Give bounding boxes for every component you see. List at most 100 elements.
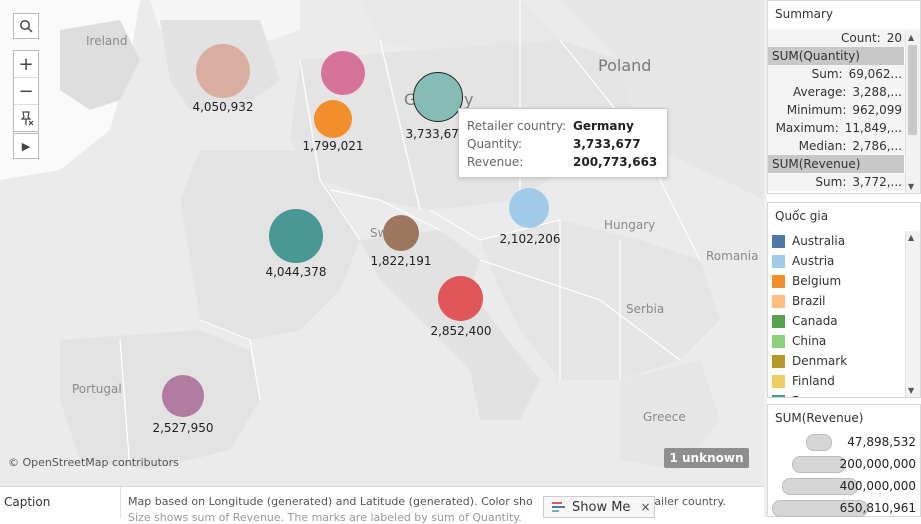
map-search-button[interactable] xyxy=(13,13,39,39)
legend-label: Brazil xyxy=(792,294,826,308)
legend-item[interactable]: Brazil xyxy=(768,291,920,311)
sidebar-divider xyxy=(764,0,767,517)
summary-value: 3,288,... xyxy=(852,85,902,99)
summary-revenue-header: SUM(Revenue) xyxy=(768,155,904,173)
legend-item[interactable]: Canada xyxy=(768,311,920,331)
summary-key: Maximum: xyxy=(775,121,839,135)
caption-text-tail: tailer country. xyxy=(650,495,726,508)
legend-item[interactable]: Finland xyxy=(768,371,920,391)
scroll-up-icon[interactable]: ▲ xyxy=(908,233,915,242)
legend-scrollbar[interactable]: ▲ ▼ xyxy=(905,231,920,397)
size-legend-item[interactable]: 200,000,000 xyxy=(768,453,920,475)
map-attribution[interactable]: © OpenStreetMap contributors xyxy=(8,456,179,469)
zoom-out-button[interactable]: − xyxy=(14,78,38,105)
tooltip-key: Quantity: xyxy=(467,137,523,151)
bubble-label-france: 4,044,378 xyxy=(265,265,327,279)
bubble-france[interactable] xyxy=(269,209,323,263)
summary-row: Minimum: 962,099 xyxy=(768,101,920,119)
bubble-label-germany: 3,733,677 xyxy=(405,127,467,141)
zoom-in-button[interactable]: + xyxy=(14,51,38,78)
legend-swatch xyxy=(772,354,785,368)
summary-row: Median: 2,786,... xyxy=(768,137,920,155)
summary-panel: Summary Count: 20 SUM(Quantity) Sum: 69,06… xyxy=(767,0,921,194)
summary-title: Summary xyxy=(775,7,833,21)
scroll-thumb[interactable] xyxy=(908,45,917,135)
legend-item[interactable]: Australia xyxy=(768,231,920,251)
legend-item[interactable]: Denmark xyxy=(768,351,920,371)
size-legend-shape xyxy=(806,434,832,451)
summary-key: Sum: xyxy=(811,67,843,81)
country-label-greece: Greece xyxy=(643,410,686,424)
legend-swatch xyxy=(772,394,785,397)
bubble-label-italy: 2,852,400 xyxy=(430,324,492,338)
tooltip-value: Germany xyxy=(573,119,634,133)
expand-toolbar-button[interactable]: ▶ xyxy=(13,133,39,159)
legend-swatch xyxy=(772,334,785,348)
summary-value: 69,062... xyxy=(848,67,902,81)
size-legend-panel: SUM(Revenue) 47,898,532 200,000,000 400,… xyxy=(767,404,921,517)
summary-row: Maximum: 11,849,... xyxy=(768,119,920,137)
map-background xyxy=(0,0,701,471)
caption-text: Map based on Longitude (generated) and L… xyxy=(128,495,533,508)
summary-key: Average: xyxy=(793,85,847,99)
bubble-belgium[interactable] xyxy=(314,100,352,138)
tooltip-row-revenue: Revenue: 200,773,663 xyxy=(467,153,659,171)
bubble-label-belgium: 1,799,021 xyxy=(302,139,364,153)
legend-swatch xyxy=(772,274,785,288)
summary-value: 20 xyxy=(886,31,902,45)
summary-key: Sum: xyxy=(815,175,847,189)
search-icon xyxy=(20,20,33,33)
scroll-up-icon[interactable]: ▲ xyxy=(908,33,915,42)
caption-title: Caption xyxy=(4,495,51,509)
tooltip-value: 200,773,663 xyxy=(573,155,658,169)
tooltip-row-country: Retailer country: Germany xyxy=(467,117,659,135)
legend-label: Denmark xyxy=(792,354,848,368)
bubble-austria[interactable] xyxy=(509,188,549,228)
scroll-down-icon[interactable]: ▼ xyxy=(908,182,915,191)
size-legend-item[interactable]: 47,898,532 xyxy=(768,431,920,453)
tooltip-key: Retailer country: xyxy=(467,119,567,133)
bubble-italy[interactable] xyxy=(438,276,483,321)
size-legend-title: SUM(Revenue) xyxy=(775,411,864,425)
size-legend-label: 200,000,000 xyxy=(839,457,916,471)
legend-label: China xyxy=(792,334,827,348)
scroll-down-icon[interactable]: ▼ xyxy=(908,386,915,395)
summary-value: 3,772,... xyxy=(852,175,902,189)
legend-item[interactable]: Belgium xyxy=(768,271,920,291)
legend-swatch xyxy=(772,294,785,308)
legend-label: Canada xyxy=(792,314,838,328)
legend-swatch xyxy=(772,254,785,268)
country-label-portugal: Portugal xyxy=(72,382,122,396)
legend-label: F xyxy=(792,394,799,397)
summary-row: Sum: 3,772,... xyxy=(768,173,920,191)
close-icon[interactable]: × xyxy=(640,500,651,514)
legend-item[interactable]: F xyxy=(768,391,920,397)
color-legend-title: Quốc gia xyxy=(775,209,829,223)
country-label-hungary: Hungary xyxy=(604,218,656,232)
country-label-romania: Romania xyxy=(706,249,759,263)
tooltip: Retailer country: Germany Quantity: 3,73… xyxy=(458,108,668,178)
legend-label: Australia xyxy=(792,234,846,248)
summary-key: Minimum: xyxy=(786,103,847,117)
show-me-button[interactable]: Show Me × xyxy=(543,496,655,518)
legend-item[interactable]: Austria xyxy=(768,251,920,271)
show-me-label: Show Me xyxy=(572,499,631,515)
bubble-switzerland[interactable] xyxy=(383,215,419,251)
summary-scrollbar[interactable]: ▲ ▼ xyxy=(905,31,920,193)
size-legend-label: 650,810,961 xyxy=(839,501,916,515)
bubble-germany[interactable] xyxy=(413,72,463,122)
reset-pin-button[interactable] xyxy=(14,105,38,131)
size-legend-item[interactable]: 400,000,000 xyxy=(768,475,920,497)
caption-separator xyxy=(120,487,121,518)
legend-item[interactable]: China xyxy=(768,331,920,351)
unknown-badge[interactable]: 1 unknown xyxy=(664,448,749,468)
size-legend-item[interactable]: 650,810,961 xyxy=(768,497,920,519)
size-legend-label: 400,000,000 xyxy=(839,479,916,493)
bubble-netherlands[interactable] xyxy=(321,51,365,95)
bubble-spain[interactable] xyxy=(162,375,204,417)
summary-key: Median: xyxy=(798,139,847,153)
tooltip-row-quantity: Quantity: 3,733,677 xyxy=(467,135,659,153)
summary-value: 962,099 xyxy=(852,103,902,117)
map-view[interactable]: Ireland Poland Hungary Romania Serbia Po… xyxy=(0,0,764,486)
bubble-uk[interactable] xyxy=(196,44,250,98)
